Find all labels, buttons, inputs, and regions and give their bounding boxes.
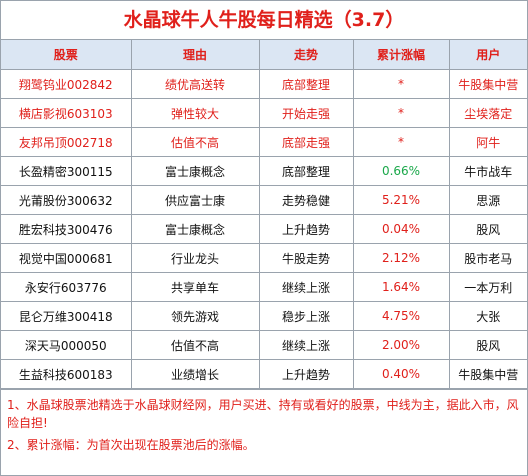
cell-gain: *: [352, 69, 450, 99]
table-row: 生益科技600183 业绩增长 上升趋势 0.40% 牛股集中营: [1, 359, 527, 389]
stock-table: 股票 理由 走势 累计涨幅 用户 翔鹭钨业002842 绩优高送转 底部整理 * 牛股集…: [1, 40, 527, 389]
cell-user: 思源: [448, 185, 527, 215]
cell-user: 牛股集中营: [448, 69, 527, 99]
cell-trend: 牛股走势: [258, 243, 354, 273]
cell-stock: 胜宏科技300476: [1, 214, 132, 244]
table-row: 胜宏科技300476 富士康概念 上升趋势 0.04% 股风: [1, 214, 527, 244]
footnote: 2、累计涨幅：为首次出现在股票池后的涨幅。: [7, 438, 255, 452]
cell-user: 一本万利: [448, 272, 527, 302]
table-row: 光莆股份300632 供应富士康 走势稳健 5.21% 思源: [1, 185, 527, 215]
cell-trend: 开始走强: [258, 98, 354, 128]
cell-user: 牛股集中营: [448, 359, 527, 389]
cell-gain: 1.64%: [352, 272, 450, 302]
cell-reason: 富士康概念: [130, 214, 260, 244]
cell-reason: 弹性较大: [130, 98, 260, 128]
header-gain: 累计涨幅: [352, 40, 450, 70]
cell-trend: 走势稳健: [258, 185, 354, 215]
cell-user: 阿牛: [448, 127, 527, 157]
table-row: 视觉中国000681 行业龙头 牛股走势 2.12% 股市老马: [1, 243, 527, 273]
cell-gain: 2.00%: [352, 330, 450, 360]
cell-reason: 领先游戏: [130, 301, 260, 331]
cell-trend: 上升趋势: [258, 214, 354, 244]
cell-stock: 昆仑万维300418: [1, 301, 132, 331]
table-row: 翔鹭钨业002842 绩优高送转 底部整理 * 牛股集中营: [1, 69, 527, 99]
header-reason: 理由: [130, 40, 260, 70]
cell-user: 尘埃落定: [448, 98, 527, 128]
table-row: 长盈精密300115 富士康概念 底部整理 0.66% 牛市战车: [1, 156, 527, 186]
table-row: 友邦吊顶002718 估值不高 底部走强 * 阿牛: [1, 127, 527, 157]
cell-reason: 供应富士康: [130, 185, 260, 215]
cell-user: 股风: [448, 214, 527, 244]
table-row: 横店影视603103 弹性较大 开始走强 * 尘埃落定: [1, 98, 527, 128]
table-header-row: 股票 理由 走势 累计涨幅 用户: [1, 40, 527, 70]
cell-trend: 稳步上涨: [258, 301, 354, 331]
cell-stock: 长盈精密300115: [1, 156, 132, 186]
cell-stock: 视觉中国000681: [1, 243, 132, 273]
cell-stock: 翔鹭钨业002842: [1, 69, 132, 99]
cell-gain: 0.66%: [352, 156, 450, 186]
cell-gain: 4.75%: [352, 301, 450, 331]
cell-stock: 光莆股份300632: [1, 185, 132, 215]
footnote: 1、水晶球股票池精选于水晶球财经网，用户买进、持有或看好的股票，中线为主，据此入…: [7, 398, 519, 430]
cell-user: 牛市战车: [448, 156, 527, 186]
cell-reason: 共享单车: [130, 272, 260, 302]
cell-stock: 永安行603776: [1, 272, 132, 302]
cell-user: 股市老马: [448, 243, 527, 273]
header-stock: 股票: [1, 40, 132, 70]
cell-stock: 友邦吊顶002718: [1, 127, 132, 157]
cell-stock: 生益科技600183: [1, 359, 132, 389]
cell-gain: *: [352, 127, 450, 157]
table-row: 昆仑万维300418 领先游戏 稳步上涨 4.75% 大张: [1, 301, 527, 331]
cell-trend: 上升趋势: [258, 359, 354, 389]
cell-reason: 行业龙头: [130, 243, 260, 273]
cell-trend: 底部整理: [258, 156, 354, 186]
cell-gain: 5.21%: [352, 185, 450, 215]
cell-gain: 0.40%: [352, 359, 450, 389]
cell-gain: *: [352, 98, 450, 128]
cell-gain: 2.12%: [352, 243, 450, 273]
cell-reason: 业绩增长: [130, 359, 260, 389]
cell-trend: 继续上涨: [258, 272, 354, 302]
page-title: 水晶球牛人牛股每日精选（3.7）: [1, 1, 527, 40]
cell-reason: 估值不高: [130, 330, 260, 360]
cell-stock: 横店影视603103: [1, 98, 132, 128]
cell-user: 股风: [448, 330, 527, 360]
cell-reason: 富士康概念: [130, 156, 260, 186]
cell-reason: 绩优高送转: [130, 69, 260, 99]
cell-trend: 继续上涨: [258, 330, 354, 360]
header-trend: 走势: [258, 40, 354, 70]
cell-user: 大张: [448, 301, 527, 331]
cell-trend: 底部走强: [258, 127, 354, 157]
table-row: 永安行603776 共享单车 继续上涨 1.64% 一本万利: [1, 272, 527, 302]
table-row: 深天马000050 估值不高 继续上涨 2.00% 股风: [1, 330, 527, 360]
cell-trend: 底部整理: [258, 69, 354, 99]
cell-reason: 估值不高: [130, 127, 260, 157]
cell-gain: 0.04%: [352, 214, 450, 244]
table-body: 翔鹭钨业002842 绩优高送转 底部整理 * 牛股集中营 横店影视603103 弹性较大开…: [1, 69, 527, 389]
footnotes: 1、水晶球股票池精选于水晶球财经网，用户买进、持有或看好的股票，中线为主，据此入…: [1, 389, 527, 454]
header-user: 用户: [448, 40, 527, 70]
cell-stock: 深天马000050: [1, 330, 132, 360]
